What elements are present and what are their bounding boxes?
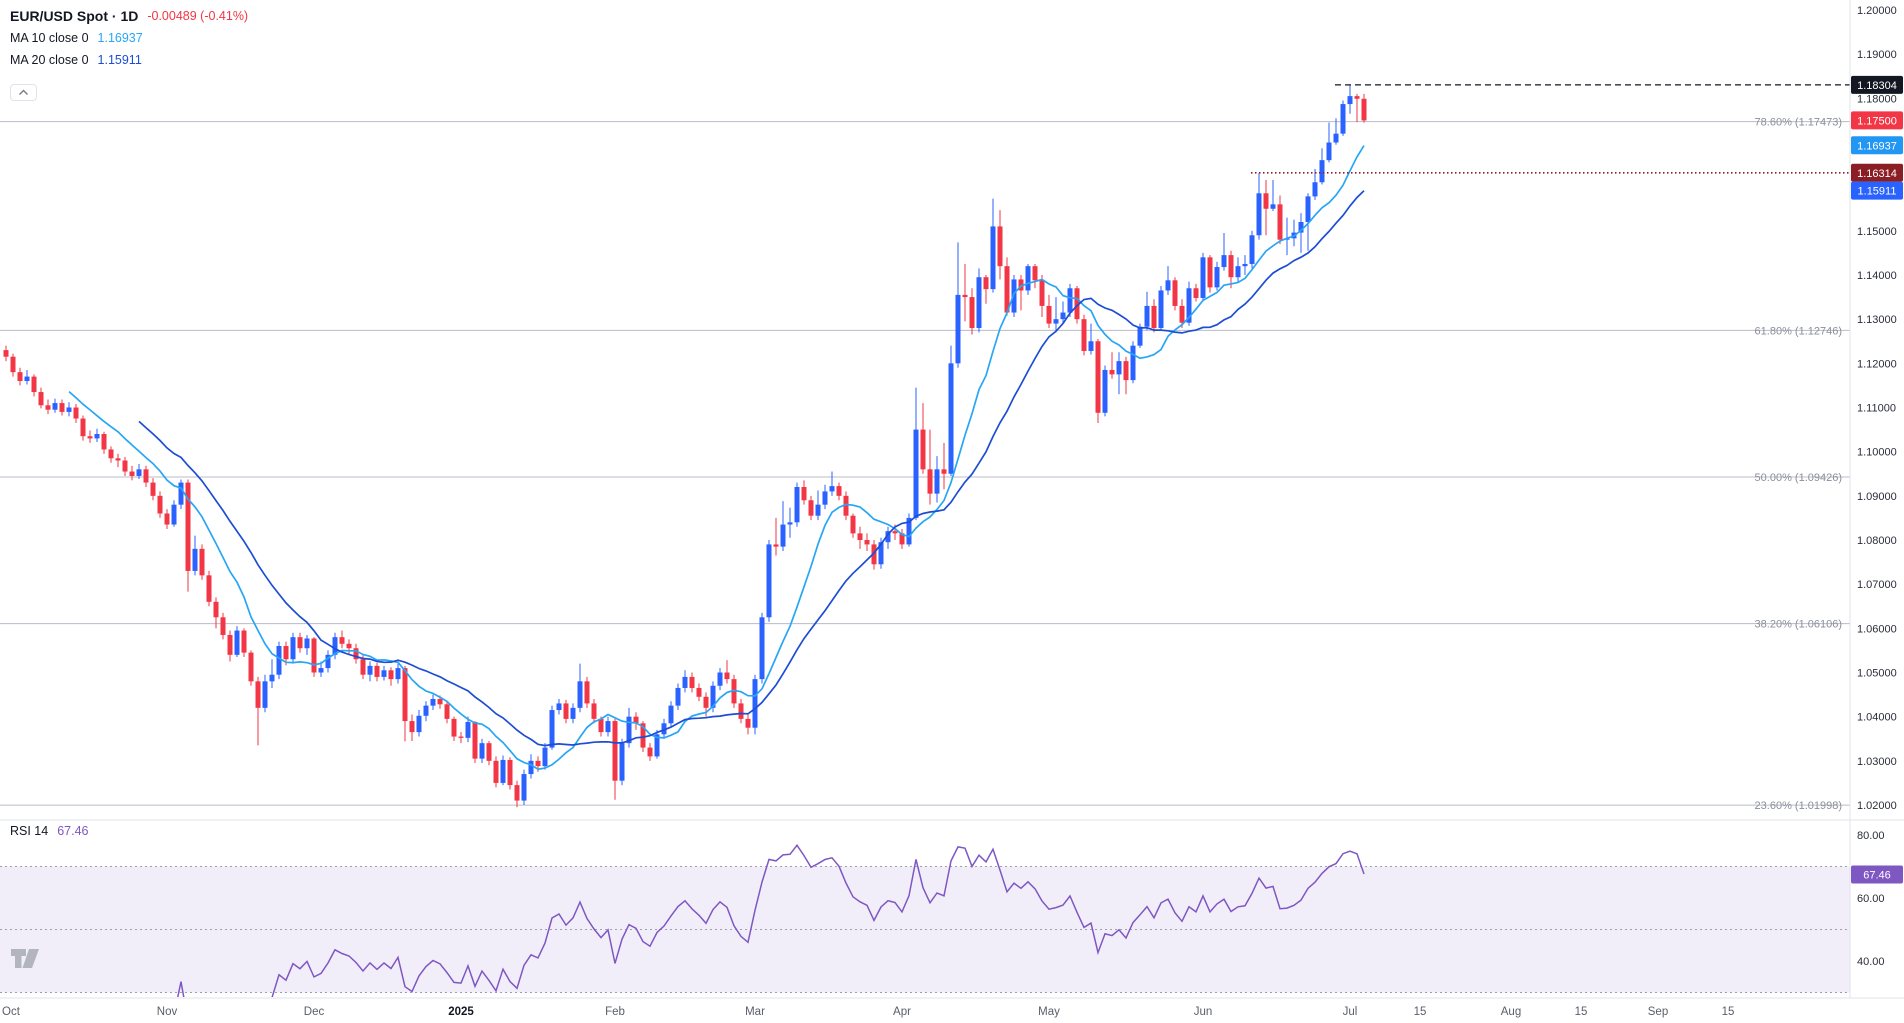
ma10-value: 1.16937	[97, 31, 143, 45]
svg-text:1.06000: 1.06000	[1857, 623, 1897, 635]
tradingview-logo-icon	[11, 949, 39, 968]
ma20-legend-row[interactable]: MA 20 close 0 1.15911	[10, 49, 248, 71]
svg-text:40.00: 40.00	[1857, 956, 1885, 968]
svg-text:15: 15	[1414, 1006, 1427, 1018]
svg-text:1.10000: 1.10000	[1857, 447, 1897, 459]
svg-text:1.20000: 1.20000	[1857, 5, 1897, 17]
svg-text:1.19000: 1.19000	[1857, 49, 1897, 61]
ma10-line	[68, 145, 1365, 771]
chevron-up-icon	[19, 89, 28, 95]
svg-text:1.15911: 1.15911	[1858, 186, 1897, 198]
rsi-axis-badge	[1851, 865, 1903, 884]
ma20-value: 1.15911	[97, 53, 142, 67]
ma20-label: MA 20 close 0	[10, 53, 89, 67]
svg-text:2025: 2025	[448, 1006, 474, 1018]
svg-text:Feb: Feb	[605, 1006, 625, 1018]
symbol-title: EUR/USD Spot · 1D	[10, 8, 139, 24]
fib-levels-layer: 78.60% (1.17473) 61.80% (1.12746) 50.00% (…	[0, 117, 1850, 812]
svg-text:1.09000: 1.09000	[1857, 491, 1897, 503]
svg-text:1.07000: 1.07000	[1857, 579, 1897, 591]
rsi-legend-row[interactable]: RSI 14 67.46	[10, 824, 89, 838]
svg-text:1.08000: 1.08000	[1857, 535, 1897, 547]
ma10-legend-row[interactable]: MA 10 close 0 1.16937	[10, 27, 248, 49]
price-change: -0.00489 (-0.41%)	[147, 9, 249, 23]
svg-text:May: May	[1038, 1006, 1060, 1018]
ma10-label: MA 10 close 0	[10, 31, 89, 45]
svg-text:1.03000: 1.03000	[1857, 756, 1897, 768]
svg-text:38.20% (1.06106): 38.20% (1.06106)	[1755, 619, 1842, 631]
svg-text:1.16937: 1.16937	[1857, 140, 1897, 152]
svg-text:1.14000: 1.14000	[1857, 270, 1897, 282]
svg-text:67.46: 67.46	[1863, 870, 1891, 882]
svg-text:Apr: Apr	[893, 1006, 911, 1018]
candles-layer	[3, 84, 1367, 808]
svg-text:23.60% (1.01998): 23.60% (1.01998)	[1755, 800, 1842, 812]
svg-text:1.16314: 1.16314	[1857, 168, 1897, 180]
symbol-legend: EUR/USD Spot · 1D -0.00489 (-0.41%) MA 1…	[10, 5, 248, 71]
svg-text:Mar: Mar	[745, 1006, 765, 1018]
tradingview-logo[interactable]	[10, 946, 44, 977]
svg-text:1.15000: 1.15000	[1857, 226, 1897, 238]
svg-text:Jun: Jun	[1194, 1006, 1213, 1018]
symbol-row[interactable]: EUR/USD Spot · 1D -0.00489 (-0.41%)	[10, 5, 248, 27]
svg-text:1.04000: 1.04000	[1857, 712, 1897, 724]
svg-text:1.18304: 1.18304	[1857, 80, 1897, 92]
svg-text:Jul: Jul	[1343, 1006, 1358, 1018]
svg-text:1.05000: 1.05000	[1857, 668, 1897, 680]
svg-text:1.13000: 1.13000	[1857, 314, 1897, 326]
time-axis[interactable]: Oct Nov Dec 2025 Feb Mar Apr May Jun Jul 15 Aug 15 Se…	[2, 1006, 1734, 1018]
svg-text:Nov: Nov	[157, 1006, 178, 1018]
svg-text:15: 15	[1722, 1006, 1735, 1018]
svg-text:61.80% (1.12746): 61.80% (1.12746)	[1755, 325, 1842, 337]
svg-text:80.00: 80.00	[1857, 830, 1885, 842]
svg-text:50.00% (1.09426): 50.00% (1.09426)	[1755, 472, 1842, 484]
rsi-pane	[0, 844, 1850, 997]
ma20-line	[138, 190, 1365, 747]
svg-text:1.17500: 1.17500	[1857, 115, 1897, 127]
svg-text:1.11000: 1.11000	[1857, 403, 1896, 415]
svg-text:1.18000: 1.18000	[1857, 93, 1897, 105]
svg-text:Sep: Sep	[1648, 1006, 1668, 1018]
svg-text:Oct: Oct	[2, 1006, 21, 1018]
svg-text:Aug: Aug	[1501, 1006, 1521, 1018]
svg-text:1.12000: 1.12000	[1857, 358, 1897, 370]
svg-text:Dec: Dec	[304, 1006, 325, 1018]
rsi-label: RSI 14	[10, 824, 49, 838]
legend-collapse-button[interactable]	[10, 84, 37, 101]
price-axis-badges: 1.18304 1.17500 1.16937 1.16314 1.15911 67.46	[1851, 75, 1903, 884]
price-axis[interactable]: 1.20000 1.19000 1.18000 1.15000 1.14000 1.130…	[1857, 5, 1897, 968]
rsi-value: 67.46	[57, 824, 89, 838]
rsi-line	[177, 844, 1365, 997]
svg-text:1.02000: 1.02000	[1857, 800, 1897, 812]
svg-text:78.60% (1.17473): 78.60% (1.17473)	[1755, 117, 1842, 129]
svg-text:60.00: 60.00	[1857, 893, 1885, 905]
svg-text:15: 15	[1575, 1006, 1588, 1018]
